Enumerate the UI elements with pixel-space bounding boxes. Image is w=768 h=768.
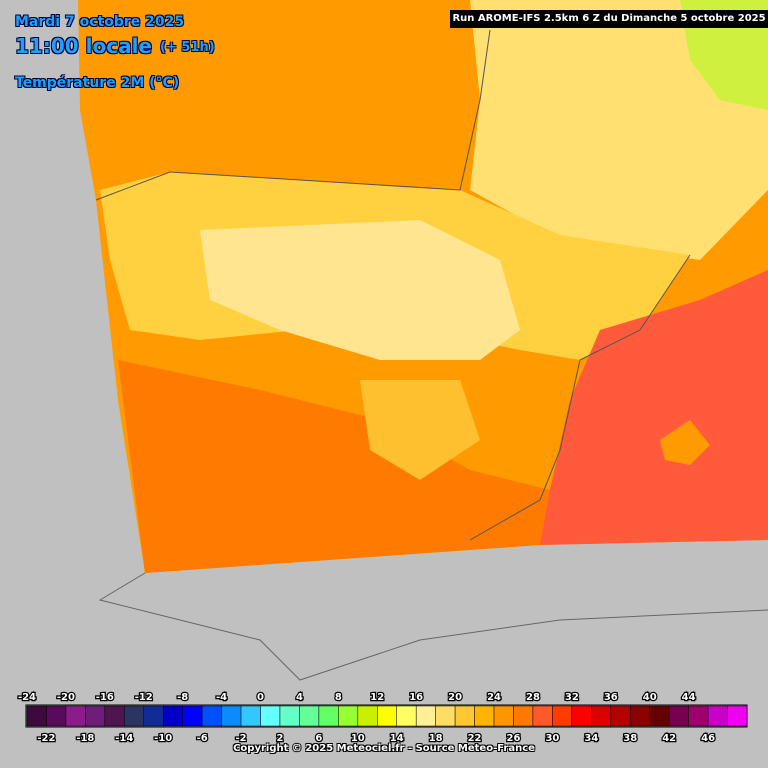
legend-label: -16: [96, 692, 114, 703]
variable: Température 2M (°C): [15, 75, 180, 91]
legend-swatch: [221, 705, 242, 727]
legend-label: -6: [197, 733, 208, 744]
legend-swatch: [240, 705, 261, 727]
legend-swatch: [85, 705, 106, 727]
legend-swatch: [182, 705, 203, 727]
copyright: Copyright © 2025 Meteociel.fr - Source M…: [233, 743, 535, 754]
legend-swatch: [493, 705, 514, 727]
legend-swatch: [707, 705, 728, 727]
legend-swatch: [688, 705, 709, 727]
legend-swatch: [552, 705, 573, 727]
legend-label: -22: [37, 733, 55, 744]
legend-swatch: [532, 705, 553, 727]
legend-label: 28: [526, 692, 540, 703]
legend-swatch: [668, 705, 689, 727]
legend-label: -12: [135, 692, 153, 703]
legend-label: 10: [351, 733, 365, 744]
legend-swatch: [474, 705, 495, 727]
coastline: [98, 572, 768, 681]
legend-swatch: [65, 705, 86, 727]
legend-swatch: [201, 705, 222, 727]
time: 11:00 locale: [15, 34, 152, 58]
legend-swatch: [104, 705, 125, 727]
france-land: [470, 0, 768, 260]
legend-label: 18: [429, 733, 443, 744]
legend-swatch: [143, 705, 164, 727]
legend-label: 46: [701, 733, 715, 744]
legend-swatch: [649, 705, 670, 727]
mediterranean: [540, 270, 768, 545]
legend-label: -10: [154, 733, 172, 744]
legend-swatch: [571, 705, 592, 727]
legend-swatch: [435, 705, 456, 727]
legend-swatch: [279, 705, 300, 727]
legend-label: -18: [76, 733, 94, 744]
legend-label: 0: [257, 692, 264, 703]
lead-time: (+ 51h): [160, 40, 215, 55]
legend-label: -24: [18, 692, 36, 703]
run-info: Run AROME-IFS 2.5km 6 Z du Dimanche 5 oc…: [450, 10, 768, 28]
legend-label: 4: [296, 692, 303, 703]
legend-swatch: [727, 705, 748, 727]
legend-swatch: [377, 705, 397, 727]
legend-swatch: [591, 705, 612, 727]
legend-label: -2: [235, 733, 246, 744]
legend-swatch: [513, 705, 534, 727]
legend-label: 34: [584, 733, 598, 744]
legend-label: 26: [507, 733, 521, 744]
legend-label: 42: [662, 733, 676, 744]
legend-label: 24: [487, 692, 501, 703]
legend-label: 16: [409, 692, 423, 703]
legend-label: 32: [565, 692, 579, 703]
legend-swatch: [162, 705, 183, 727]
legend-label: -4: [216, 692, 227, 703]
legend-swatch: [454, 705, 475, 727]
la-mancha: [360, 380, 480, 480]
legend-label: 20: [448, 692, 462, 703]
legend-swatch: [299, 705, 320, 727]
legend-label: 44: [682, 692, 696, 703]
legend-label: 40: [643, 692, 657, 703]
balearic-islands: [660, 420, 710, 465]
legend-swatch: [610, 705, 631, 727]
legend-swatch: [46, 705, 67, 727]
date: Mardi 7 octobre 2025: [15, 14, 185, 30]
legend-swatch: [629, 705, 650, 727]
legend-label: 12: [370, 692, 384, 703]
coastline: [95, 29, 491, 201]
legend-swatch: [396, 705, 417, 727]
legend-label: 2: [276, 733, 283, 744]
legend-label: -20: [57, 692, 75, 703]
legend-swatch: [26, 705, 47, 727]
legend-swatch: [338, 705, 359, 727]
legend-label: 30: [545, 733, 559, 744]
legend-swatch: [124, 705, 145, 727]
legend-label: 6: [315, 733, 322, 744]
legend-label: -14: [115, 733, 133, 744]
iberia-central: [200, 220, 520, 360]
legend-swatch: [415, 705, 436, 727]
iberia-south: [118, 360, 550, 573]
legend-swatch: [318, 705, 339, 727]
legend-swatch: [357, 705, 378, 727]
coastline: [469, 254, 691, 541]
legend-label: 22: [468, 733, 482, 744]
legend-label: 36: [604, 692, 618, 703]
legend-label: 8: [335, 692, 342, 703]
legend-label: 38: [623, 733, 637, 744]
legend-swatch: [260, 705, 281, 727]
legend-label: -8: [177, 692, 188, 703]
legend-label: 14: [390, 733, 404, 744]
